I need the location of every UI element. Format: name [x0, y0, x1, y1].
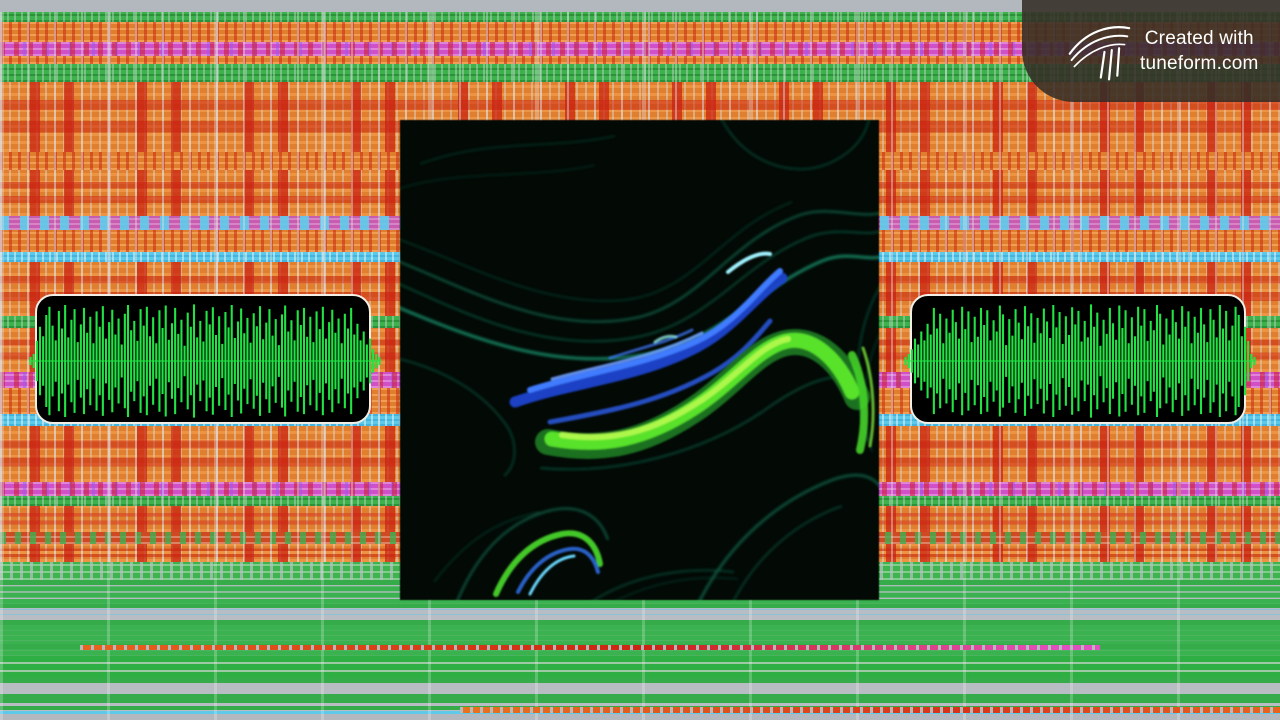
album-art-blue-band: [509, 251, 788, 425]
waveform-panel-right: [904, 294, 1256, 424]
watermark: Created with tuneform.com: [1022, 0, 1280, 102]
background-texture-band: [0, 56, 1280, 64]
background-texture-band: [0, 678, 1280, 698]
background-texture-band: [0, 12, 1280, 22]
audio-waveform-left: [29, 304, 381, 418]
waveform-trace: [29, 304, 381, 418]
waveform-panel-left: [29, 294, 381, 424]
waveform-trace: [904, 304, 1256, 418]
background-texture-band: [0, 620, 1280, 656]
tuneform-logo-icon: [1068, 26, 1131, 81]
watermark-line1: Created with: [1144, 28, 1254, 49]
background-texture-band: [0, 42, 1280, 56]
background-texture-band: [0, 64, 1280, 82]
background-texture-band: [0, 714, 1280, 720]
background-texture-band: [0, 656, 1280, 678]
audio-waveform-right: [904, 304, 1256, 418]
album-art: [400, 120, 879, 600]
background-texture-band: [0, 604, 1280, 620]
background-texture-band: [0, 0, 1280, 12]
background-texture-band: [0, 706, 1280, 714]
album-art-green-wave: [535, 329, 875, 459]
background-texture-band: [0, 580, 1280, 604]
background-texture-band: [0, 22, 1280, 42]
background-texture-band: [0, 698, 1280, 706]
watermark-line2: tuneform.com: [1140, 53, 1259, 74]
watermark-text: Created with tuneform.com: [1140, 26, 1259, 76]
album-art-bottom-cluster: [493, 530, 603, 597]
